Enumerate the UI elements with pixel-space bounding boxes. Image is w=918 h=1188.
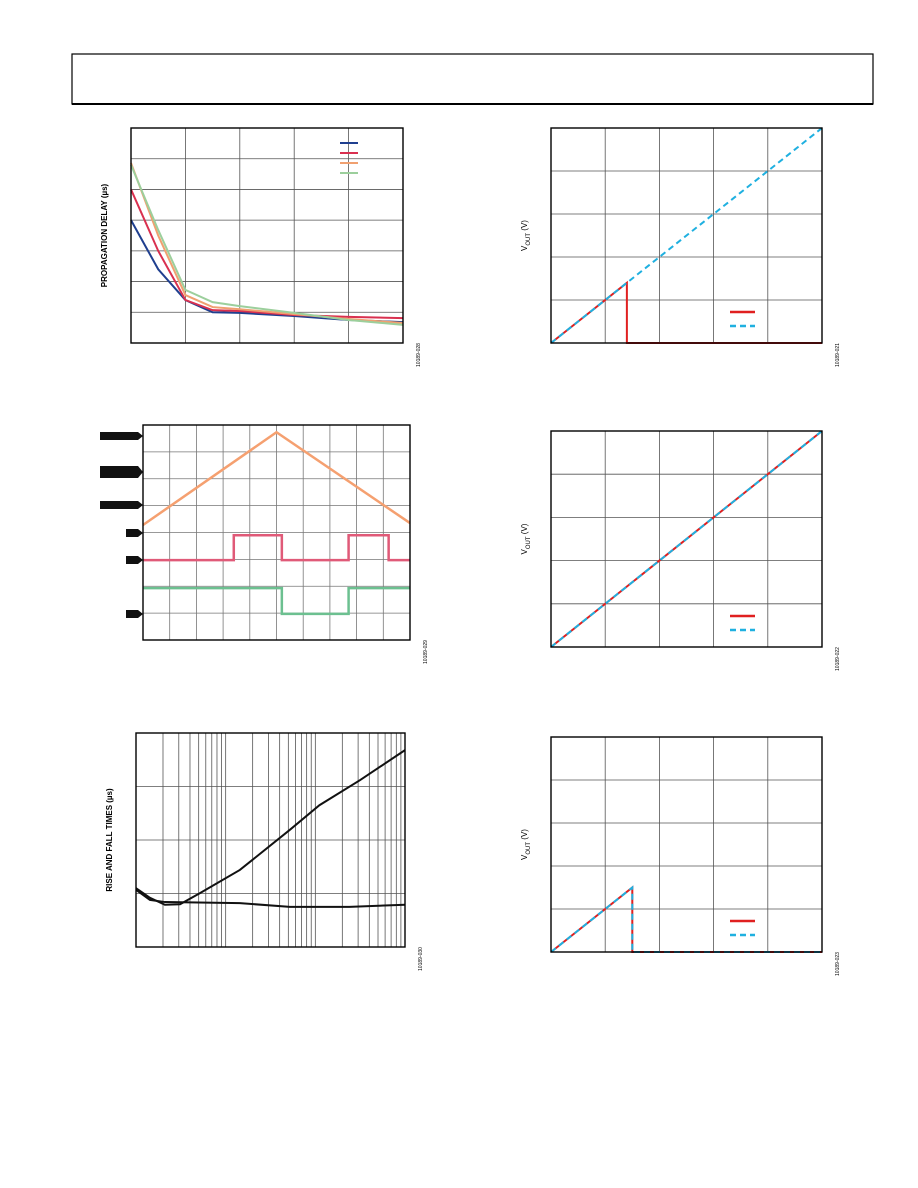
chart: VOUT (V) 10189-021: [520, 127, 841, 367]
y-axis-label: VOUT (V): [520, 220, 532, 251]
figure-id: 10189-030: [418, 947, 424, 971]
chart: VOUT (V) 10189-023: [520, 736, 841, 976]
scope-marker: [100, 432, 143, 440]
series-line: [135, 888, 406, 908]
plot-frame: [550, 127, 823, 344]
y-axis-label: VOUT (V): [520, 523, 532, 554]
y-axis-label: PROPAGATION DELAY (µs): [100, 183, 109, 287]
y-axis-label-part: V: [520, 854, 529, 860]
figure-id: 10189-028: [416, 343, 422, 367]
scope-marker: [126, 610, 143, 618]
series-line: [143, 533, 410, 562]
series-line: [550, 127, 823, 344]
series-line: [550, 280, 822, 344]
chart: PROPAGATION DELAY (µs) 10189-028: [100, 127, 422, 367]
scope-marker: [126, 556, 143, 564]
series-line: [143, 586, 410, 616]
chart: VOUT (V) 10189-022: [520, 430, 841, 671]
y-axis-label-part: OUT: [526, 233, 532, 246]
plot-frame: [130, 127, 404, 344]
y-axis-label: VOUT (V): [520, 829, 532, 860]
y-axis-label-part: V: [520, 245, 529, 251]
plot-frame: [550, 430, 823, 648]
series-line: [130, 162, 404, 325]
scope-marker: [100, 501, 143, 509]
y-axis-label-part: OUT: [526, 842, 532, 855]
series-line: [142, 430, 411, 527]
figure-id: 10189-021: [835, 343, 841, 367]
series-line: [135, 749, 406, 906]
y-axis-label-part: (V): [520, 220, 529, 233]
series-line: [550, 885, 822, 953]
scope-marker: [126, 529, 143, 537]
figure-id: 10189-023: [835, 952, 841, 976]
plot-frame: [135, 732, 406, 948]
series-line: [130, 189, 404, 320]
y-axis-label-part: (V): [520, 523, 529, 536]
y-axis-label-part: (V): [520, 829, 529, 842]
series-line: [550, 430, 823, 648]
plot-frame: [550, 736, 823, 953]
y-axis-label: RISE AND FALL TIMES (µs): [105, 788, 114, 892]
plot-frame: [142, 424, 411, 641]
y-axis-label-part: OUT: [526, 536, 532, 549]
y-axis-label-part: V: [520, 548, 529, 554]
series-line: [130, 219, 404, 324]
series-line: [130, 164, 404, 326]
header-box: [71, 53, 874, 105]
figure-id: 10189-029: [423, 640, 429, 664]
scope-marker: [100, 466, 143, 478]
scope-markers: [100, 432, 143, 618]
chart: RISE AND FALL TIMES (µs) 10189-030: [105, 732, 424, 971]
figure-id: 10189-022: [835, 647, 841, 671]
chart: 10189-029: [142, 424, 429, 664]
